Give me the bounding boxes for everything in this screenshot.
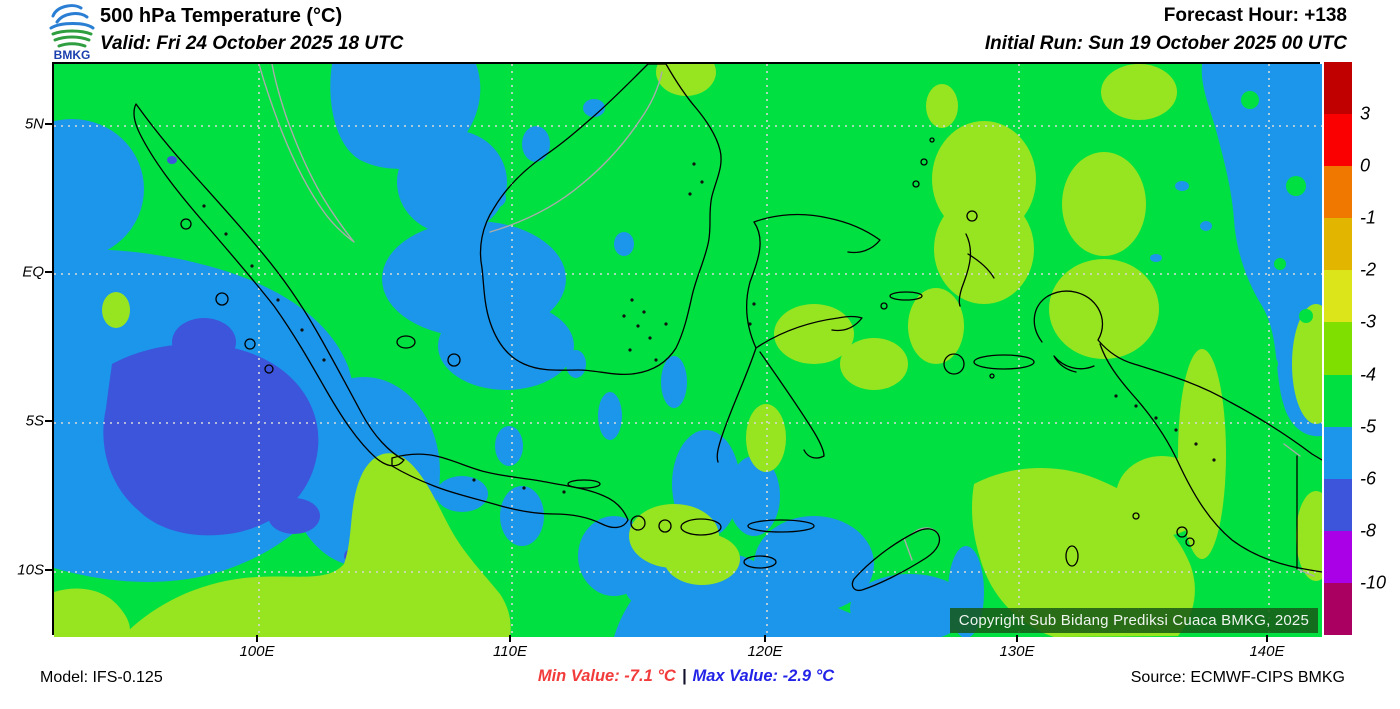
bmkg-logo-text: BMKG [54,48,91,60]
colorbar-segment-4 [1324,270,1352,323]
y-axis-label-EQ: EQ [22,263,44,281]
colorbar-label-3: 3 [1360,103,1371,124]
colorbar-segment-8 [1324,478,1352,531]
header-left: 500 hPa Temperature (°C) Valid: Fri 24 O… [100,2,403,58]
coastlines [133,64,1322,592]
x-axis-label-120E: 120E [747,643,783,660]
terrain-speckles [202,162,1216,494]
colorbar-segment-10 [1324,582,1352,636]
y-axis-tick [45,123,52,125]
source-label: Source: ECMWF-CIPS BMKG [1130,669,1345,686]
x-axis-tick [764,635,766,642]
colorbar-label--6: -6 [1360,468,1377,489]
colorbar-label--8: -8 [1360,520,1377,541]
colorbar-label--10: -10 [1360,572,1387,593]
colorbar-segment-7 [1324,426,1352,479]
max-value-label: Max Value: -2.9 °C [692,667,835,685]
x-axis-tick [256,635,258,642]
x-axis-label-100E: 100E [239,643,275,660]
colorbar-label--1: -1 [1360,207,1377,228]
colorbar-label--3: -3 [1360,311,1377,332]
header-right: Forecast Hour: +138 Initial Run: Sun 19 … [985,2,1347,58]
valid-time-label: Valid: Fri 24 October 2025 18 UTC [100,33,404,54]
colorbar-label--4: -4 [1360,364,1377,385]
map-canvas: Copyright Sub Bidang Prediksi Cuaca BMKG… [52,62,1322,637]
colorbar-segment-6 [1324,374,1352,427]
temperature-colorbar [1324,62,1352,636]
minmax-values: Min Value: -7.1 °C | Max Value: -2.9 °C [52,667,1320,686]
colorbar-segment-9 [1324,530,1352,583]
colorbar-segment-3 [1324,218,1352,271]
colorbar-label--5: -5 [1360,416,1377,437]
min-value-label: Min Value: -7.1 °C [537,667,676,685]
x-axis-label-140E: 140E [1249,643,1285,660]
minmax-separator: | [681,667,687,685]
x-axis-label-130E: 130E [999,643,1035,660]
initial-run-label: Initial Run: Sun 19 October 2025 00 UTC [984,33,1347,54]
colorbar-segment-2 [1324,166,1352,219]
model-label: Model: IFS-0.125 [40,669,163,686]
colorbar-label-0: 0 [1360,155,1371,176]
y-axis-label-10S: 10S [17,561,44,579]
temperature-field-map [54,64,1322,637]
graticule [54,64,1322,637]
copyright-watermark: Copyright Sub Bidang Prediksi Cuaca BMKG… [949,608,1318,633]
y-axis-tick [45,569,52,571]
colorbar-segment-1 [1324,114,1352,167]
x-axis-tick [1016,635,1018,642]
y-axis-label-5N: 5N [24,115,44,133]
bmkg-logo: BMKG [47,2,97,60]
y-axis-tick [45,420,52,422]
forecast-hour-label: Forecast Hour: +138 [1163,5,1347,26]
page-title: 500 hPa Temperature (°C) [100,5,343,27]
colorbar-label--2: -2 [1360,259,1377,280]
y-axis-tick [45,271,52,273]
y-axis-label-5S: 5S [25,412,44,430]
x-axis-label-110E: 110E [493,643,527,660]
bmkg-logo-graphic: BMKG [49,4,95,60]
x-axis-tick [509,635,511,642]
colorbar-segment-5 [1324,322,1352,375]
x-axis-tick [1266,635,1268,642]
colorbar-segment-0 [1324,62,1352,115]
